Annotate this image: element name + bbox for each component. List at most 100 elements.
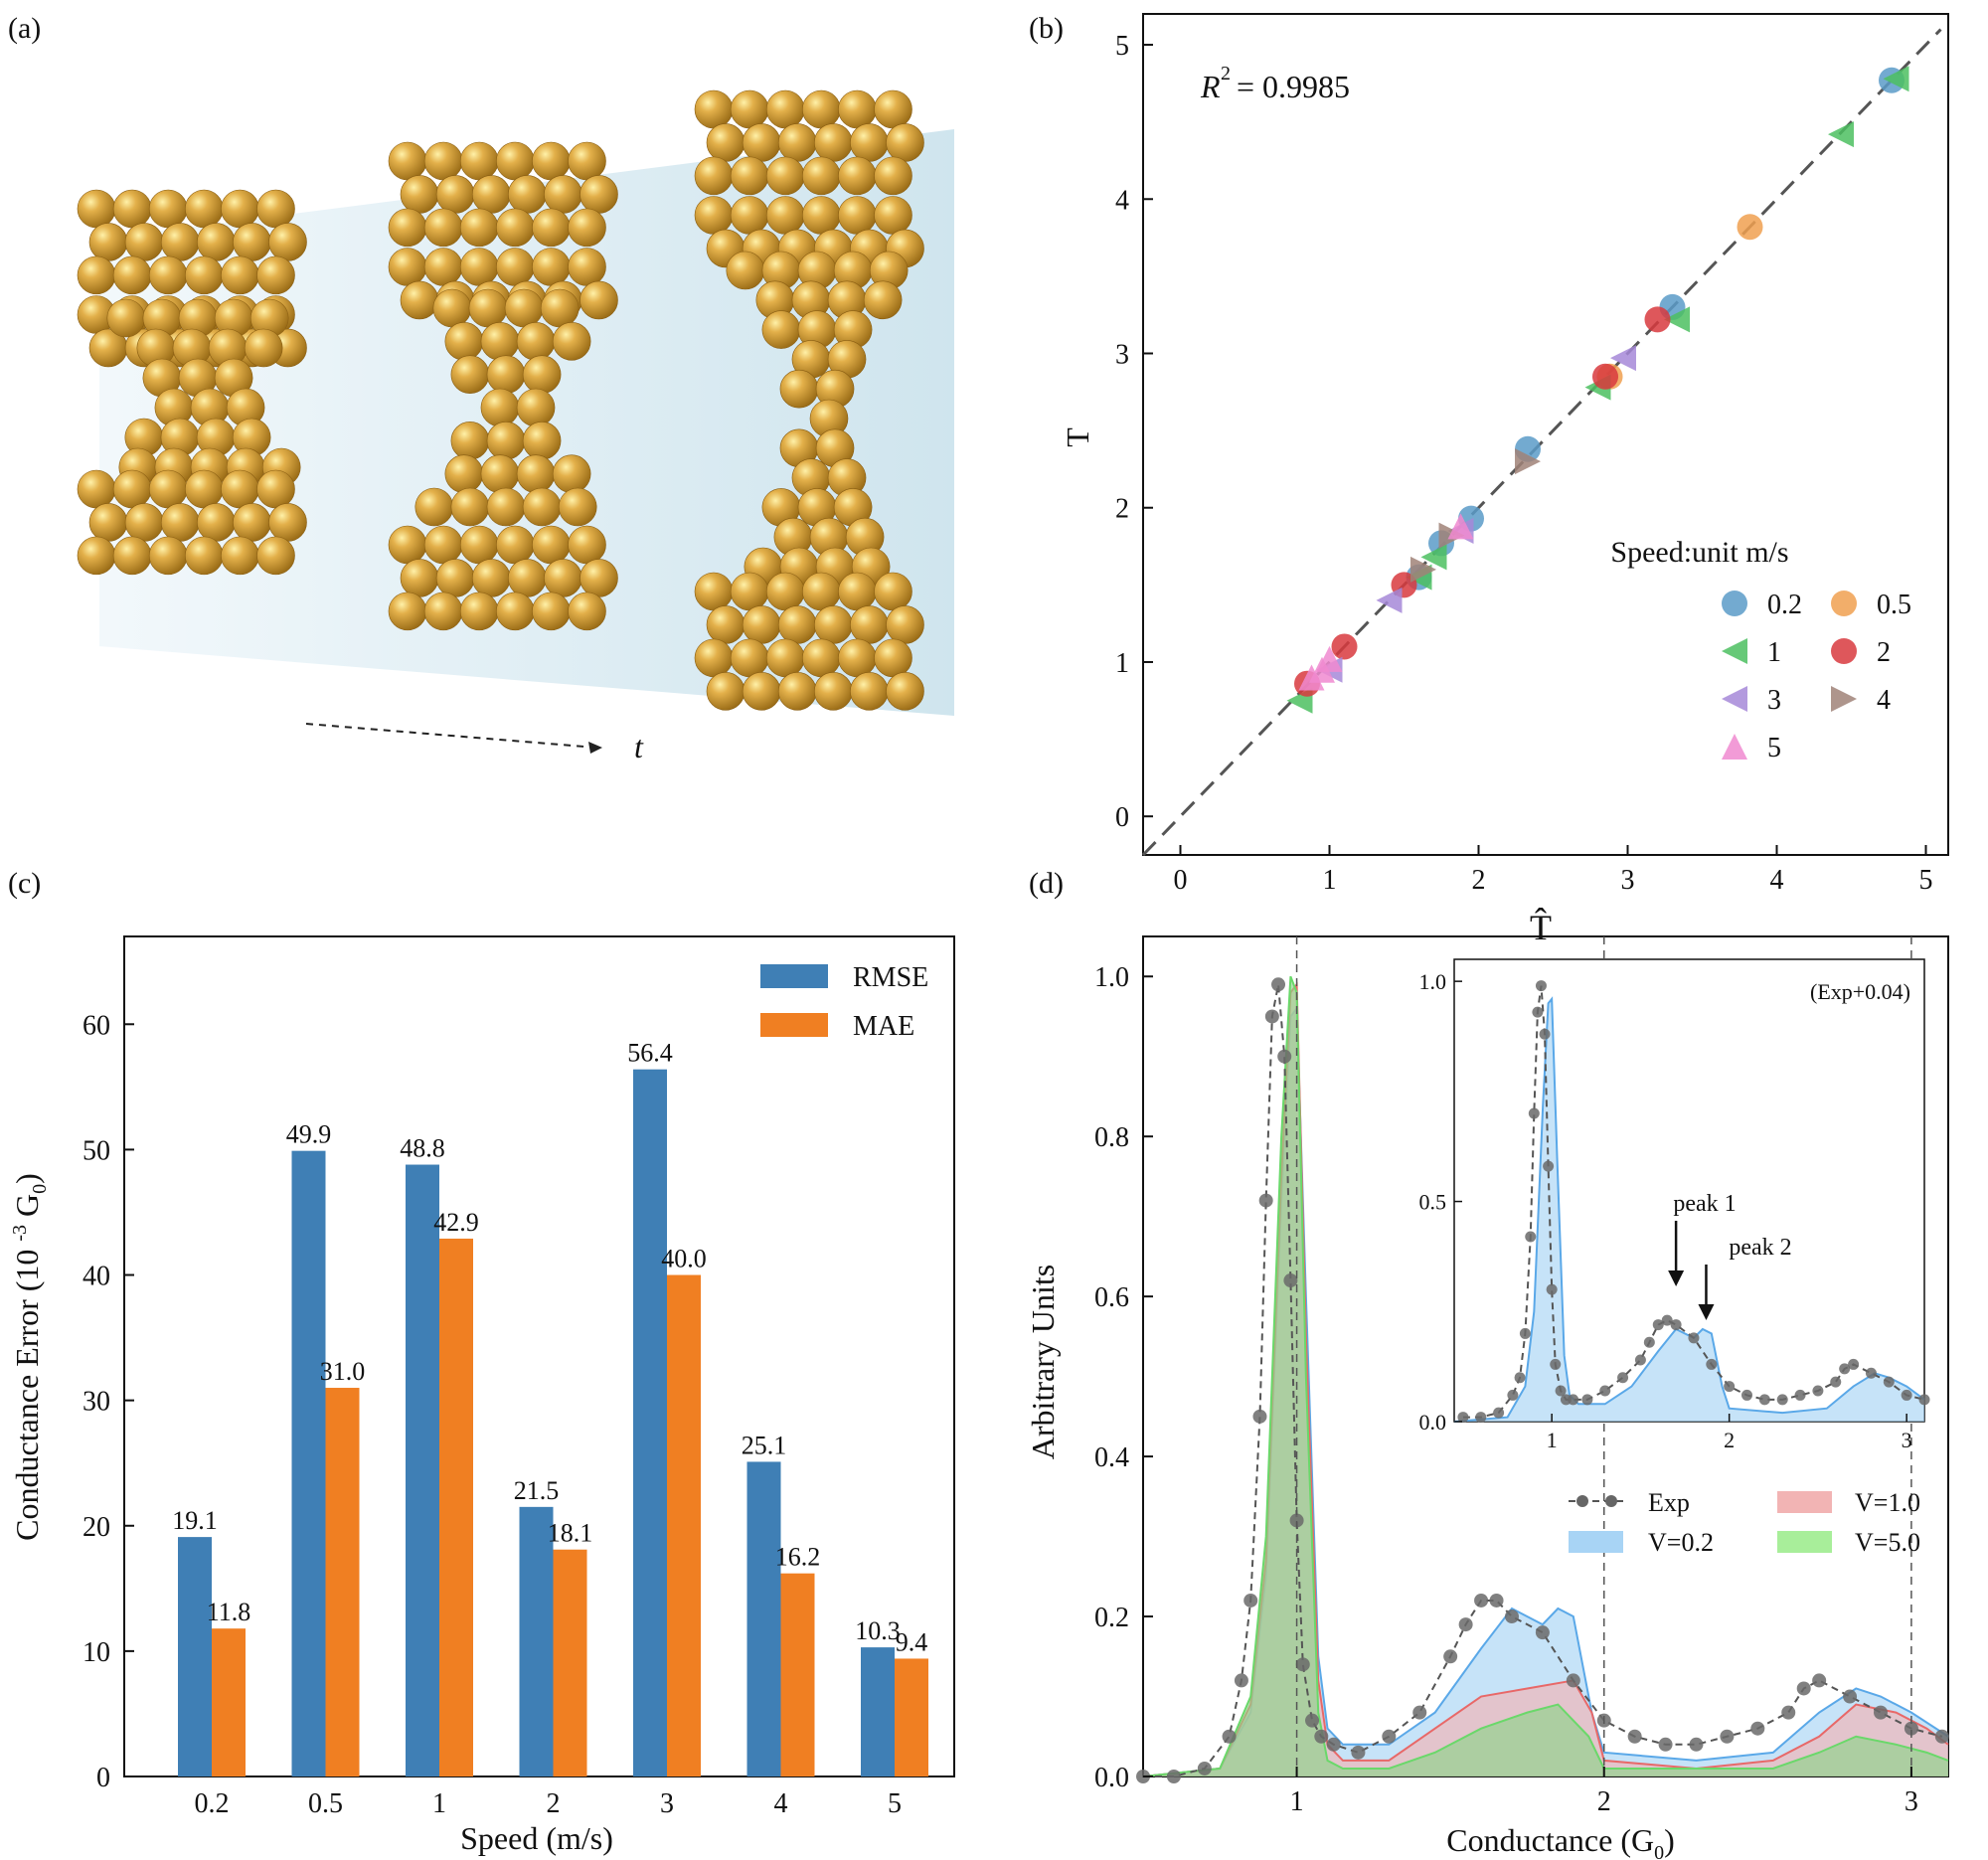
gold-atom <box>185 255 224 295</box>
x-tick-label: 3 <box>1905 1786 1918 1817</box>
y-tick-label: 0.8 <box>1094 1122 1129 1153</box>
gold-atom <box>886 123 924 162</box>
exp-point <box>1781 1705 1796 1720</box>
gold-atom <box>568 208 606 248</box>
gold-atom <box>435 559 475 597</box>
legend-label-0.2: 0.2 <box>1767 590 1802 620</box>
gold-atom <box>388 141 427 181</box>
x-tick-label: 4 <box>774 1788 788 1819</box>
gold-atom <box>850 605 889 644</box>
exp-point <box>1741 1389 1753 1401</box>
axis-ticks: 0 1 2 3 4 5 0 1 2 3 4 5 <box>1115 31 1933 896</box>
exp-point <box>1848 1358 1860 1370</box>
gold-atom <box>244 328 283 368</box>
gold-atom <box>730 638 769 678</box>
exp-point <box>1243 1593 1258 1607</box>
bar-value-label: 49.9 <box>286 1120 332 1149</box>
x-tick-label: 1 <box>1290 1786 1304 1817</box>
point-speed-5 <box>1447 513 1474 540</box>
y-tick-label: 0 <box>96 1763 110 1793</box>
bar-value-label: 40.0 <box>661 1245 707 1273</box>
gold-atom <box>886 672 924 711</box>
panel-a-label: (a) <box>8 12 41 45</box>
peak2-arrow-head <box>1698 1304 1715 1320</box>
gold-atom <box>423 141 463 181</box>
legend-swatch-v5 <box>1777 1531 1832 1553</box>
gold-atom <box>706 672 746 711</box>
scatter-points <box>1286 66 1909 714</box>
gold-atom <box>522 355 562 394</box>
gold-atom <box>432 288 472 328</box>
gold-atom <box>801 89 841 129</box>
exp-point <box>1670 1319 1682 1331</box>
y-tick-label: 0.0 <box>1094 1763 1129 1793</box>
bar-rmse <box>746 1461 781 1776</box>
x-tick-label: 3 <box>660 1788 674 1819</box>
point-speed-5 <box>1316 645 1343 672</box>
gold-atom <box>765 89 805 129</box>
exp-point <box>1258 1193 1273 1208</box>
point-speed-4 <box>1515 448 1541 475</box>
gold-atom <box>124 503 164 542</box>
inset-axis-ticks: 1 2 3 0.0 0.5 1.0 <box>1419 969 1912 1452</box>
exp-point <box>1525 1231 1537 1243</box>
exp-point <box>1688 1332 1700 1344</box>
exp-point <box>1581 1394 1593 1406</box>
gold-atom <box>459 248 499 286</box>
exp-point <box>1658 1737 1673 1752</box>
gold-atom <box>435 175 475 214</box>
exp-point <box>1166 1770 1181 1783</box>
gold-atom <box>495 248 535 286</box>
gold-atom <box>256 536 295 576</box>
gold-atom <box>480 454 520 493</box>
point-speed-4 <box>1410 556 1436 583</box>
gold-atom <box>77 255 116 295</box>
point-speed-2 <box>1644 306 1671 333</box>
gold-atom <box>112 189 152 229</box>
legend: Exp V=1.0 V=0.2 V=5.0 <box>1569 1488 1920 1557</box>
gold-atom <box>801 156 841 196</box>
exp-point <box>1532 1006 1544 1018</box>
gold-atom <box>516 388 556 427</box>
gold-atom <box>450 355 490 394</box>
gold-atom <box>838 572 877 611</box>
gold-atom <box>761 310 801 349</box>
bar-mae <box>895 1658 928 1776</box>
point-speed-1 <box>1828 121 1854 148</box>
exp-point <box>1689 1737 1704 1752</box>
exp-point <box>1412 1705 1427 1720</box>
gold-atom <box>552 322 591 361</box>
bar-value-label: 48.8 <box>400 1134 445 1163</box>
gold-atom <box>256 255 295 295</box>
point-speed-2 <box>1331 633 1358 660</box>
exp-point <box>1514 1372 1526 1384</box>
x-tick-label: 4 <box>1770 865 1784 896</box>
gold-atom <box>471 559 511 597</box>
gold-atom <box>423 525 463 565</box>
y-label-sup: -3 <box>9 1225 31 1242</box>
exp-point <box>1271 977 1286 992</box>
inset-x-tick-label: 3 <box>1902 1428 1912 1452</box>
x-tick-label: 0.5 <box>308 1788 343 1819</box>
exp-point <box>1283 1273 1298 1288</box>
legend-swatch-v02 <box>1569 1531 1623 1553</box>
x-tick-label: 3 <box>1621 865 1635 896</box>
gold-atom <box>863 280 903 320</box>
gold-atom <box>522 487 562 527</box>
gold-atom <box>77 536 116 576</box>
gold-atom <box>874 638 912 678</box>
exp-point <box>1543 1160 1555 1172</box>
gold-atom <box>838 89 877 129</box>
gold-atom <box>106 298 146 338</box>
x-tick-label: 5 <box>1919 865 1933 896</box>
gold-atom <box>694 196 734 235</box>
point-speed-1 <box>1420 544 1447 571</box>
gold-atom <box>112 469 152 509</box>
gold-atom <box>256 469 295 509</box>
gold-atom <box>400 559 439 597</box>
exp-point <box>1706 1358 1718 1370</box>
exp-point <box>1901 1389 1912 1401</box>
gold-atom <box>444 322 484 361</box>
y-tick-label: 50 <box>83 1135 110 1166</box>
y-tick-label: 3 <box>1115 340 1129 371</box>
